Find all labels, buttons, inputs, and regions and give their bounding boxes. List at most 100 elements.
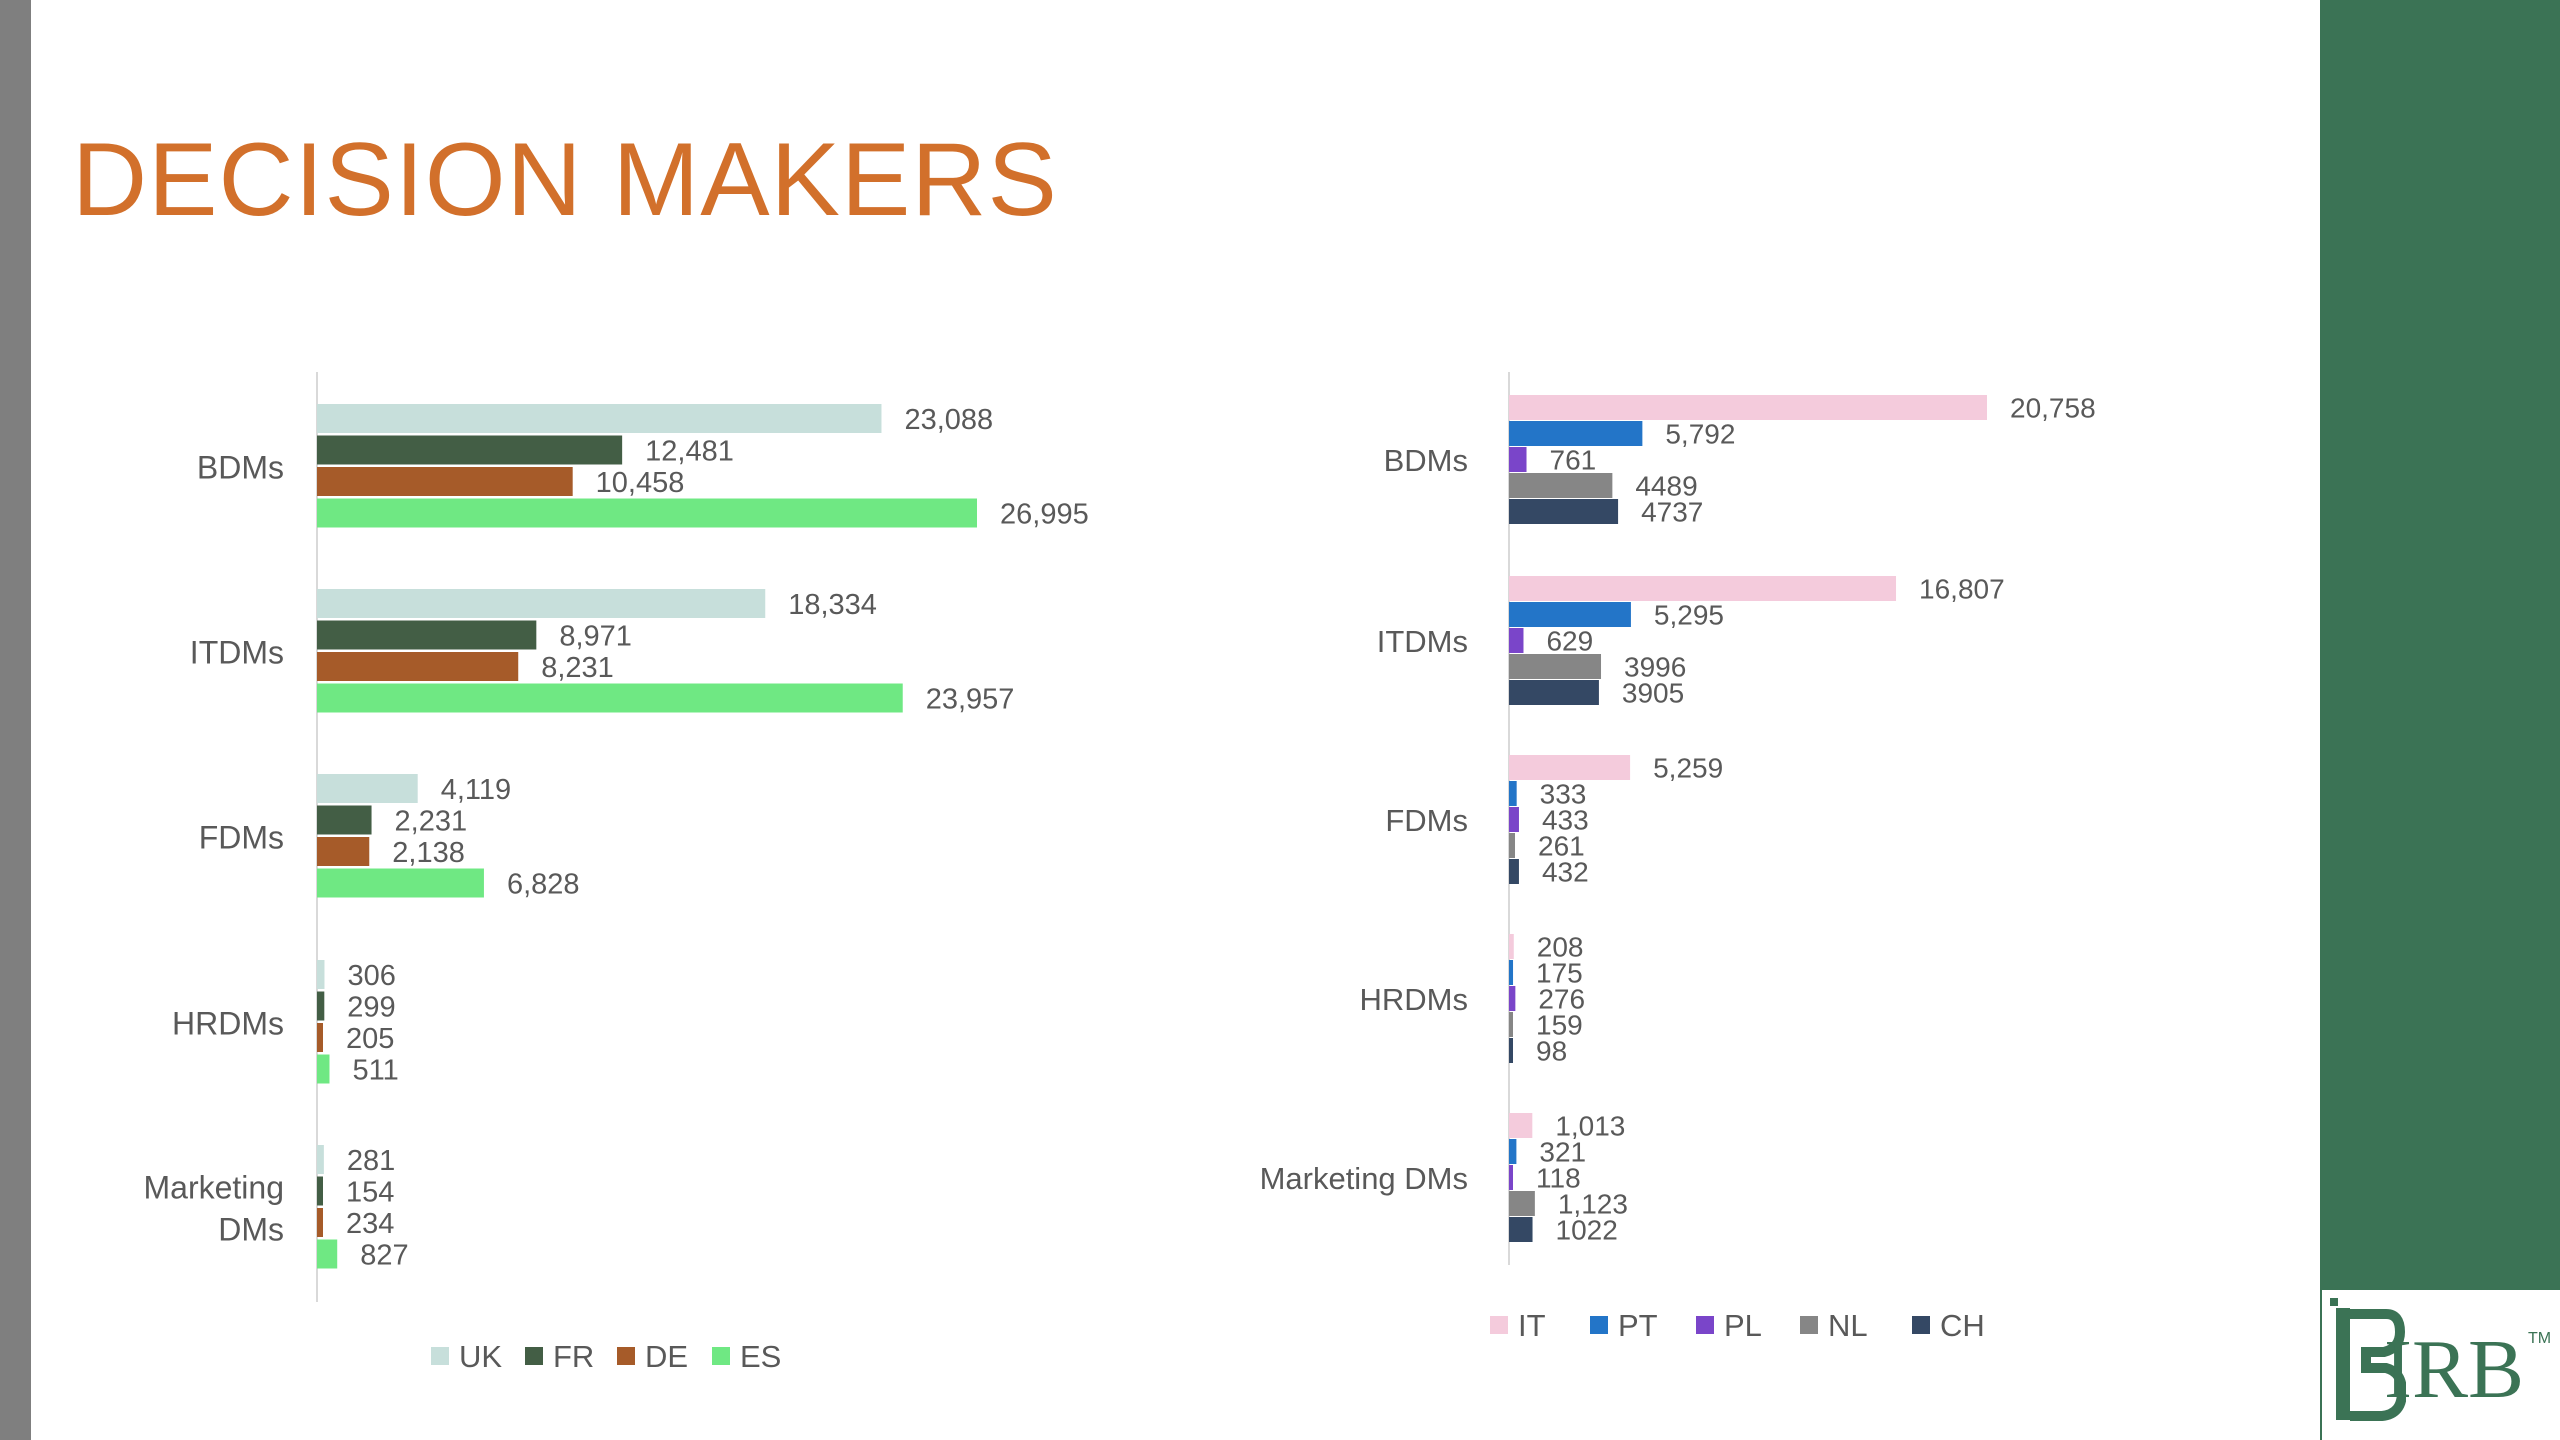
left-data-label: 8,971 <box>559 620 632 652</box>
right-bar <box>1509 1038 1513 1063</box>
right-data-label: 1,013 <box>1555 1111 1625 1142</box>
right-legend-label: PT <box>1618 1308 1658 1343</box>
left-data-label: 23,088 <box>904 404 993 436</box>
left-bar <box>317 868 484 898</box>
left-bar <box>317 589 766 618</box>
right-legend-label: NL <box>1828 1308 1868 1343</box>
right-category-label: HRDMs <box>1360 982 1469 1017</box>
right-data-label: 761 <box>1550 445 1597 476</box>
right-bar <box>1509 421 1643 446</box>
right-data-label: 276 <box>1538 984 1585 1015</box>
right-bar <box>1509 1113 1533 1138</box>
left-legend-swatch <box>617 1347 635 1365</box>
left-legend-label: DE <box>645 1339 688 1374</box>
right-bar <box>1509 755 1631 780</box>
left-legend-swatch <box>525 1347 543 1365</box>
side-panel <box>2320 0 2560 1440</box>
right-legend-swatch <box>1800 1316 1818 1334</box>
page-title: DECISION MAKERS <box>72 122 1058 238</box>
left-category-label: FDMs <box>199 820 284 856</box>
logo-trademark: TM <box>2528 1330 2552 1347</box>
left-bar <box>317 960 325 989</box>
right-data-label: 118 <box>1536 1163 1581 1194</box>
right-bar <box>1509 602 1631 627</box>
left-category-label: DMs <box>218 1212 284 1248</box>
left-data-label: 2,138 <box>392 837 465 869</box>
right-legend-label: CH <box>1940 1308 1985 1343</box>
right-bar <box>1509 1217 1533 1242</box>
right-bar <box>1509 934 1514 959</box>
left-bar <box>317 837 370 866</box>
left-legend-swatch <box>712 1347 730 1365</box>
left-bar <box>317 1145 324 1174</box>
left-edge-bar <box>0 0 31 1440</box>
left-category-label: BDMs <box>197 450 284 486</box>
left-data-label: 234 <box>346 1208 394 1240</box>
left-category-label: Marketing <box>144 1170 285 1206</box>
left-data-label: 281 <box>347 1145 395 1177</box>
right-bar <box>1509 859 1519 884</box>
left-bar <box>317 652 519 681</box>
left-category-label: HRDMs <box>172 1006 284 1042</box>
right-data-label: 261 <box>1538 831 1585 862</box>
right-data-label: 3996 <box>1624 652 1686 683</box>
left-bar <box>317 435 623 465</box>
right-data-label: 321 <box>1539 1137 1586 1168</box>
right-data-label: 4737 <box>1641 497 1703 528</box>
left-data-label: 827 <box>360 1239 408 1271</box>
left-data-label: 205 <box>346 1023 394 1055</box>
irb-logo: IRB TM <box>2322 1290 2560 1440</box>
right-bar <box>1509 1012 1513 1037</box>
right-data-label: 5,792 <box>1665 419 1735 450</box>
right-legend-swatch <box>1696 1316 1714 1334</box>
right-data-label: 208 <box>1537 932 1584 963</box>
right-data-label: 159 <box>1536 1010 1583 1041</box>
right-data-label: 175 <box>1536 958 1583 989</box>
right-bar <box>1509 447 1527 472</box>
right-bar <box>1509 960 1514 985</box>
right-data-label: 3905 <box>1622 678 1684 709</box>
left-data-label: 154 <box>346 1176 394 1208</box>
right-data-label: 433 <box>1542 805 1589 836</box>
right-legend-swatch <box>1912 1316 1930 1334</box>
left-legend-label: FR <box>553 1339 594 1374</box>
right-data-label: 4489 <box>1635 471 1697 502</box>
right-bar <box>1509 680 1599 705</box>
right-bar <box>1509 1191 1535 1216</box>
left-bar <box>317 1239 338 1269</box>
right-category-label: BDMs <box>1384 443 1468 478</box>
right-data-label: 5,259 <box>1653 753 1723 784</box>
right-category-label: FDMs <box>1385 803 1468 838</box>
right-bar <box>1509 395 1987 420</box>
left-data-label: 8,231 <box>541 652 614 684</box>
left-bar <box>317 991 325 1021</box>
left-bar <box>317 774 418 803</box>
right-bar <box>1509 628 1524 653</box>
left-bar <box>317 1054 330 1084</box>
right-bar <box>1509 654 1602 679</box>
left-bar <box>317 1176 323 1206</box>
right-bar <box>1509 1139 1517 1164</box>
right-bar <box>1509 1165 1513 1190</box>
left-data-label: 26,995 <box>1000 498 1089 530</box>
right-bar <box>1509 833 1516 858</box>
right-legend-label: IT <box>1518 1308 1546 1343</box>
left-bar <box>317 1208 323 1237</box>
left-bar <box>317 683 903 713</box>
right-bar <box>1509 986 1516 1011</box>
left-legend-swatch <box>431 1347 449 1365</box>
left-bar <box>317 404 882 433</box>
left-bar <box>317 498 977 528</box>
right-bar <box>1509 499 1619 524</box>
right-data-label: 16,807 <box>1919 574 2005 605</box>
left-bar <box>317 467 573 496</box>
right-category-label: ITDMs <box>1377 624 1468 659</box>
left-category-label: ITDMs <box>190 635 284 671</box>
left-data-label: 2,231 <box>395 805 468 837</box>
right-data-label: 98 <box>1536 1036 1567 1067</box>
logo-text: IRB <box>2384 1323 2525 1416</box>
left-data-label: 4,119 <box>441 774 511 806</box>
right-legend-swatch <box>1590 1316 1608 1334</box>
